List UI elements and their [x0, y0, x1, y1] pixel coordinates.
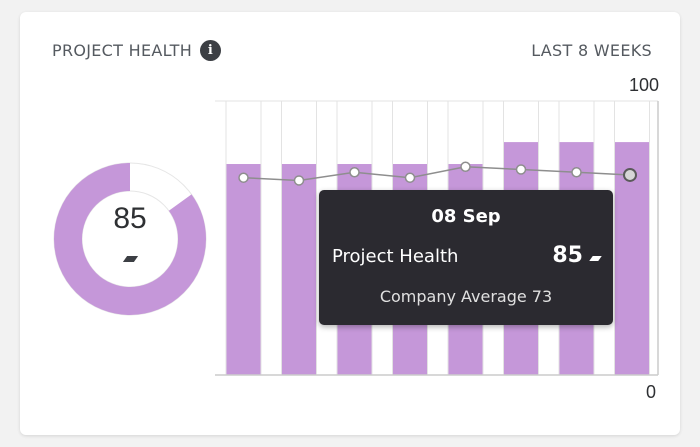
trend-flat-icon — [589, 256, 602, 261]
card-header: PROJECT HEALTH i — [52, 40, 222, 61]
health-donut — [53, 162, 207, 316]
donut-value: 85 — [113, 202, 147, 235]
chart-tooltip: 08 Sep Project Health 85 Company Average… — [319, 190, 613, 325]
info-icon[interactable]: i — [200, 40, 222, 61]
company-average-point[interactable] — [404, 172, 416, 183]
company-average-point[interactable] — [515, 164, 527, 175]
y-tick-label-max: 100 — [629, 75, 659, 95]
company-average-point[interactable] — [293, 175, 305, 186]
chart-bar[interactable] — [226, 164, 261, 375]
tooltip-date: 08 Sep — [431, 206, 501, 227]
company-average-point[interactable] — [349, 166, 360, 178]
period-label[interactable]: LAST 8 WEEKS — [531, 41, 652, 60]
chart-bar[interactable] — [282, 164, 316, 375]
company-average-line — [243, 166, 631, 182]
donut-fill — [54, 163, 206, 315]
company-average-point[interactable] — [460, 161, 471, 173]
y-tick-label-min: 0 — [646, 382, 656, 402]
tooltip-company-average: Company Average 73 — [379, 287, 553, 306]
company-average-point[interactable] — [623, 167, 637, 182]
tooltip-label: Project Health — [332, 246, 459, 267]
company-average-point[interactable] — [571, 166, 582, 178]
card-title: PROJECT HEALTH — [52, 41, 193, 60]
tooltip-value: 85 — [552, 243, 583, 268]
company-average-point[interactable] — [238, 172, 249, 183]
